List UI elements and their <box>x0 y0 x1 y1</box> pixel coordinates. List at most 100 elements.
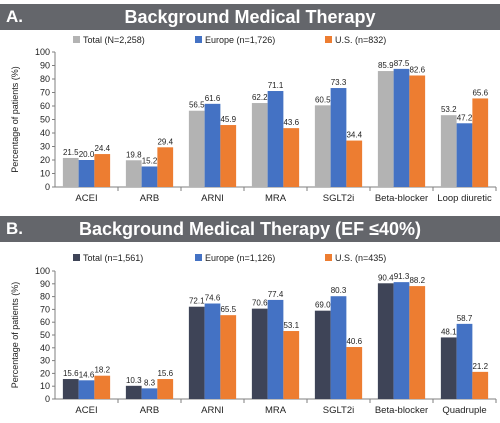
data-label: 90.4 <box>378 273 394 282</box>
bar <box>314 105 331 187</box>
bar <box>188 306 205 399</box>
data-label: 69.0 <box>315 301 331 310</box>
data-label: 19.8 <box>126 150 142 159</box>
data-label: 72.1 <box>189 297 205 306</box>
bar <box>267 299 284 399</box>
bar <box>456 123 473 187</box>
bar <box>330 296 347 399</box>
legend-label: Europe (n=1,126) <box>205 253 275 263</box>
bar <box>220 315 237 399</box>
data-label: 48.1 <box>441 327 457 336</box>
x-tick-label: MRA <box>265 405 287 416</box>
x-tick-label: ARNI <box>201 405 224 416</box>
bar <box>346 347 363 399</box>
bar <box>393 68 410 187</box>
data-label: 14.6 <box>79 370 95 379</box>
y-tick-label: 10 <box>40 381 50 391</box>
legend: Total (n=1,561) Europe (n=1,126) U.S. (n=4… <box>73 253 386 263</box>
data-label: 65.5 <box>220 305 236 314</box>
y-tick-label: 50 <box>40 330 50 340</box>
x-tick-label: MRA <box>265 193 287 204</box>
bar <box>141 166 158 187</box>
bar <box>377 283 394 399</box>
legend-swatch <box>195 254 202 261</box>
y-tick-label: 90 <box>40 61 50 71</box>
data-label: 74.6 <box>205 294 221 303</box>
bar <box>440 337 457 399</box>
data-label: 34.4 <box>346 131 362 140</box>
y-tick-label: 20 <box>40 368 50 378</box>
data-label: 15.6 <box>63 369 79 378</box>
panel-letter: A. <box>6 7 23 26</box>
legend-swatch <box>195 36 202 43</box>
data-label: 91.3 <box>394 272 410 281</box>
data-label: 21.5 <box>63 148 79 157</box>
data-label: 15.2 <box>142 156 158 165</box>
data-label: 77.4 <box>268 290 284 299</box>
legend-swatch <box>73 254 80 261</box>
panel-letter: B. <box>6 219 23 238</box>
data-label: 71.1 <box>268 81 284 90</box>
x-tick-label: Quadruple <box>442 405 486 416</box>
legend-label: U.S. (n=832) <box>335 35 386 45</box>
legend-swatch <box>73 36 80 43</box>
data-label: 73.3 <box>331 78 347 87</box>
bar <box>251 308 268 399</box>
data-label: 40.6 <box>346 337 362 346</box>
y-tick-label: 0 <box>45 182 50 192</box>
legend-label: Total (N=2,258) <box>83 35 145 45</box>
bar <box>78 380 95 399</box>
data-label: 8.3 <box>144 378 156 387</box>
legend-label: Europe (n=1,726) <box>205 35 275 45</box>
bar <box>440 115 457 187</box>
bar-chart: Total (n=1,561) Europe (n=1,126) U.S. (n=4… <box>10 253 497 416</box>
bar-chart: Total (N=2,258) Europe (n=1,726) U.S. (n=8… <box>10 35 497 204</box>
data-label: 10.3 <box>126 376 142 385</box>
data-label: 82.6 <box>409 65 425 74</box>
x-tick-label: ACEI <box>75 193 97 204</box>
data-label: 53.1 <box>283 321 299 330</box>
chart-panel-b: B. Background Medical Therapy (EF ≤40%) … <box>0 212 500 423</box>
y-tick-label: 30 <box>40 142 50 152</box>
data-label: 58.7 <box>457 314 473 323</box>
chart-title-banner: B. Background Medical Therapy (EF ≤40%) <box>0 216 500 242</box>
y-tick-label: 40 <box>40 128 50 138</box>
bar <box>125 160 142 187</box>
y-tick-label: 80 <box>40 292 50 302</box>
data-label: 43.6 <box>283 118 299 127</box>
bar <box>62 379 79 399</box>
bar <box>220 125 237 187</box>
y-tick-label: 20 <box>40 155 50 165</box>
x-tick-label: SGLT2i <box>323 193 355 204</box>
data-label: 18.2 <box>94 366 110 375</box>
bar <box>251 103 268 187</box>
data-label: 53.2 <box>441 105 457 114</box>
data-label: 87.5 <box>394 59 410 68</box>
y-tick-label: 40 <box>40 343 50 353</box>
x-tick-label: Beta-blocker <box>375 405 428 416</box>
bar <box>330 88 347 187</box>
bar <box>377 71 394 187</box>
x-tick-label: Loop diuretic <box>437 193 492 204</box>
bar <box>314 310 331 399</box>
legend-label: U.S. (n=435) <box>335 253 386 263</box>
y-tick-label: 50 <box>40 115 50 125</box>
data-label: 47.2 <box>457 113 473 122</box>
data-label: 20.0 <box>79 150 95 159</box>
y-tick-label: 60 <box>40 317 50 327</box>
data-label: 56.5 <box>189 101 205 110</box>
bar <box>393 282 410 399</box>
x-tick-label: ARB <box>140 405 160 416</box>
bar <box>94 375 111 399</box>
data-label: 61.6 <box>205 94 221 103</box>
data-label: 24.4 <box>94 144 110 153</box>
y-tick-label: 70 <box>40 88 50 98</box>
y-tick-label: 60 <box>40 101 50 111</box>
data-label: 21.2 <box>472 362 488 371</box>
y-tick-label: 70 <box>40 304 50 314</box>
bar <box>472 371 489 399</box>
bar <box>188 110 205 187</box>
data-label: 85.9 <box>378 61 394 70</box>
y-tick-label: 80 <box>40 74 50 84</box>
data-label: 60.5 <box>315 95 331 104</box>
